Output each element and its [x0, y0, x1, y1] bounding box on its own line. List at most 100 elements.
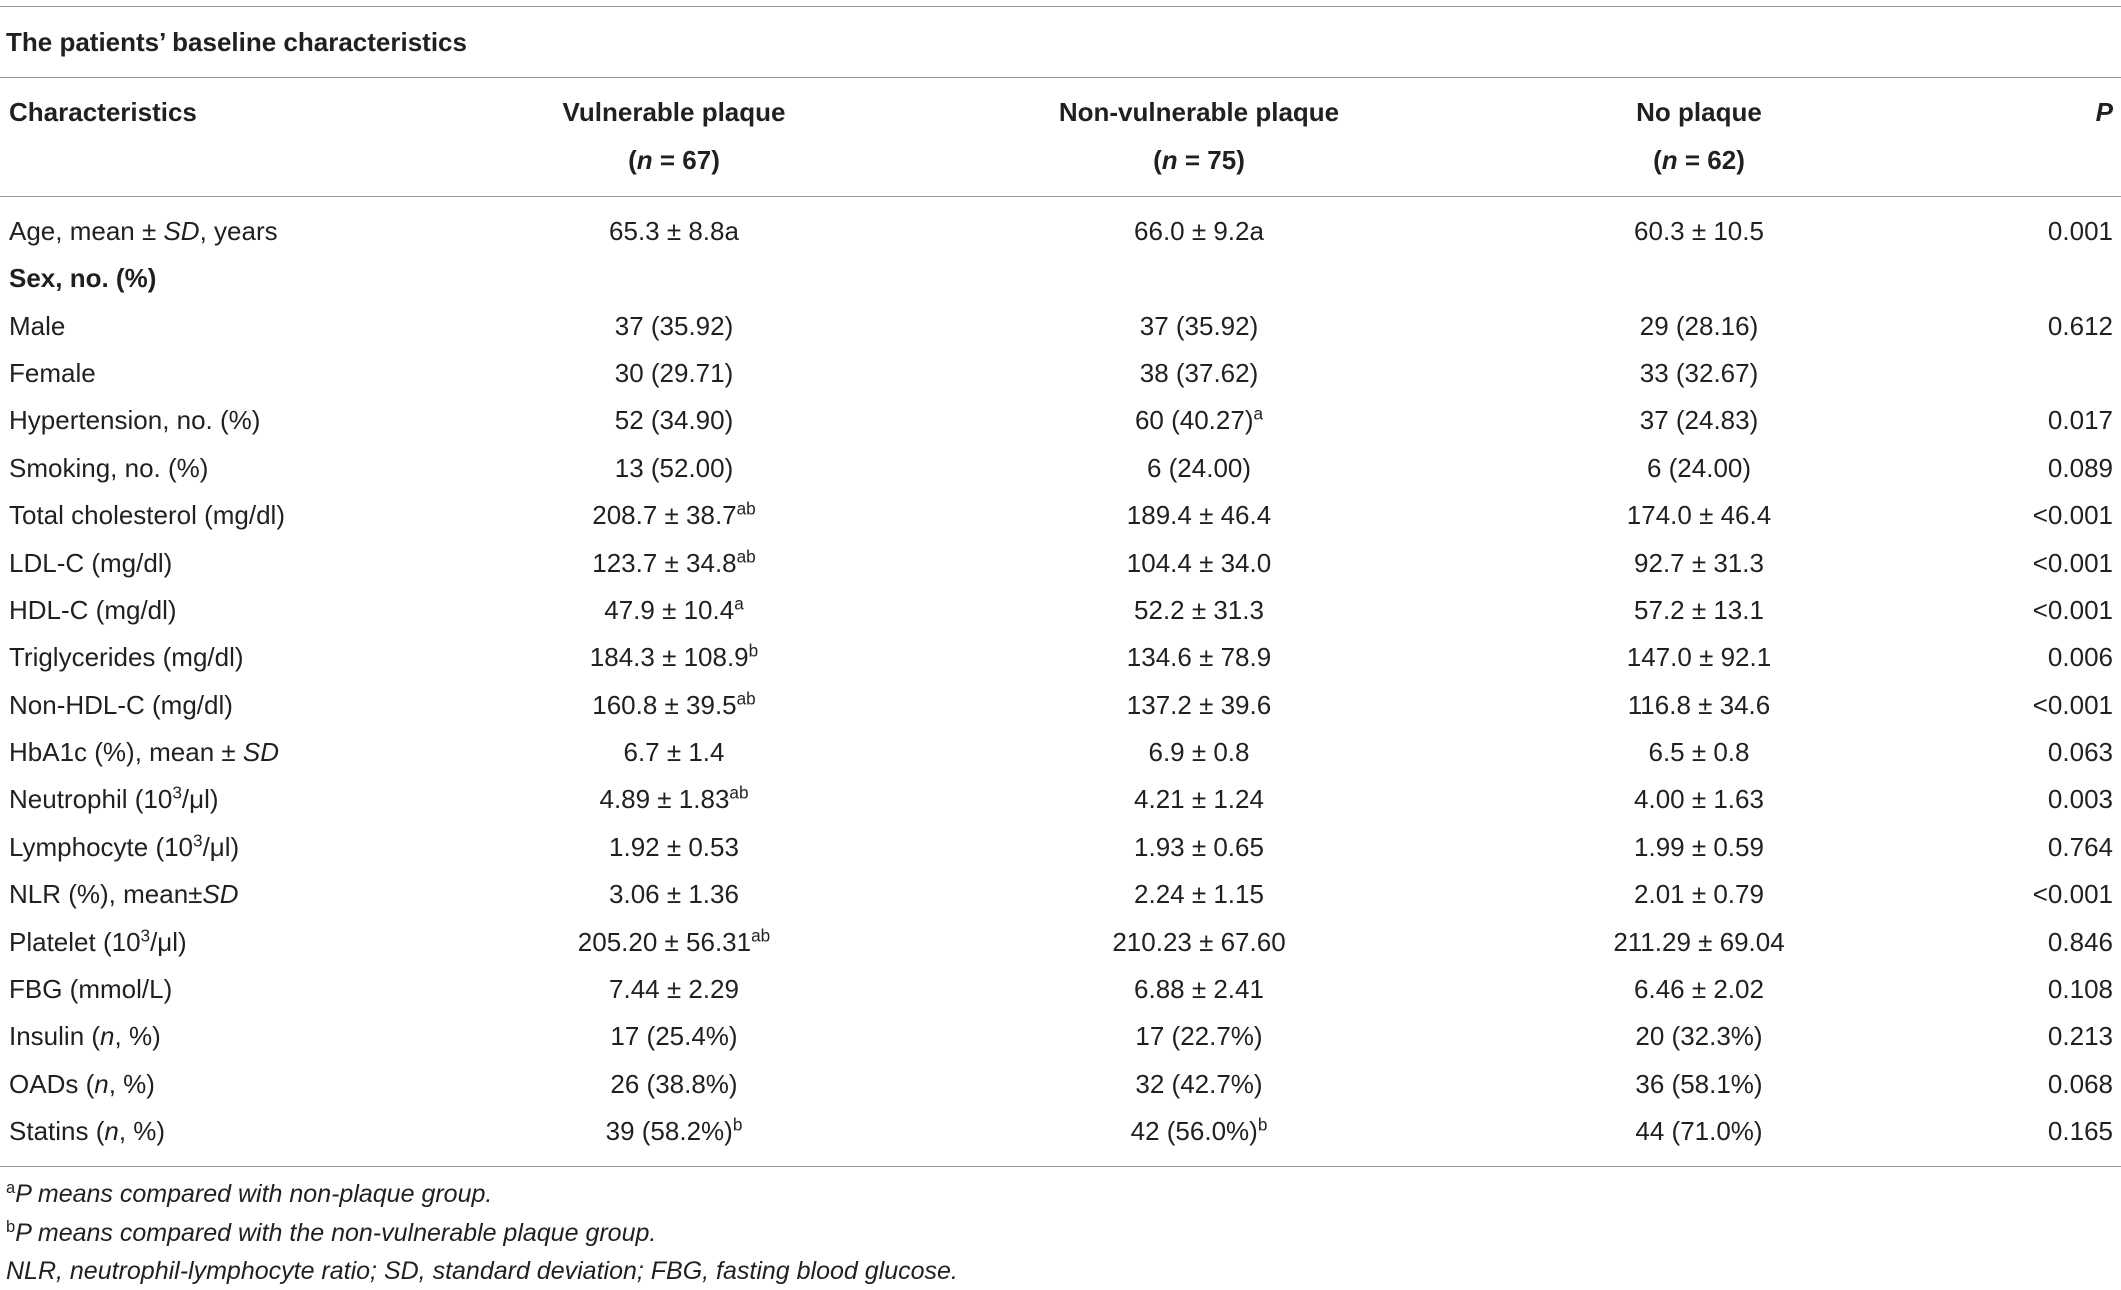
table-cell: <0.001	[2032, 547, 2113, 578]
table-cell: 66.0 ± 9.2a	[1134, 216, 1264, 246]
text-run: P	[2095, 97, 2113, 127]
table-cell: 208.7 ± 38.7ab	[424, 495, 924, 535]
text-run: SD	[202, 879, 239, 910]
row-label: Lymphocyte (103/μl)	[9, 827, 389, 867]
text-run: 3	[140, 925, 151, 946]
title-rule	[0, 77, 2121, 78]
table-cell: 42 (56.0%)b	[949, 1111, 1449, 1151]
text-run: a	[734, 593, 744, 614]
footnote: NLR, neutrophil-lymphocyte ratio; SD, st…	[6, 1253, 958, 1289]
table-cell: 0.108	[2047, 973, 2113, 1004]
text-run: ab	[736, 546, 756, 567]
table-cell: 37 (35.92)	[1139, 310, 1259, 341]
table-cell: 2.01 ± 0.79	[1634, 879, 1764, 910]
table-cell: <0.001	[2032, 689, 2113, 720]
table-cell: 0.165	[2047, 1116, 2113, 1147]
row-label: Non-HDL-C (mg/dl)	[9, 689, 233, 720]
text-run: n	[1661, 145, 1678, 175]
text-run: 47.9 ± 10.4	[604, 594, 735, 625]
top-rule	[0, 6, 2121, 7]
table-cell: 92.7 ± 31.3	[1634, 547, 1764, 578]
text-run: b	[732, 1114, 743, 1135]
text-run: Age, mean ±	[9, 216, 164, 246]
table-cell: 184.3 ± 108.9b	[424, 637, 924, 677]
text-run: 205.20 ± 56.31	[577, 926, 752, 957]
text-run: P means compared with non-plaque group.	[15, 1180, 493, 1208]
text-run: 184.3 ± 108.9	[589, 642, 749, 673]
text-run: b	[1257, 1114, 1268, 1135]
text-run: = 75)	[1177, 145, 1245, 175]
text-run: = 62)	[1677, 145, 1745, 175]
header-cell: Vulnerable plaque	[562, 97, 786, 127]
table-cell: 6.88 ± 2.41	[1134, 973, 1264, 1004]
table-cell: 13 (52.00)	[614, 452, 734, 483]
table-cell: 210.23 ± 67.60	[1112, 926, 1286, 957]
text-run: 3	[193, 830, 203, 851]
table-cell: 6.9 ± 0.8	[1148, 737, 1250, 768]
text-run: 39 (58.2%)	[605, 1116, 733, 1147]
text-run: /μl)	[150, 926, 187, 957]
header-cell: (n = 62)	[1449, 140, 1949, 180]
table-cell: 0.213	[2047, 1021, 2113, 1052]
table-cell: 0.089	[2047, 452, 2113, 483]
table-cell: 0.764	[2047, 831, 2113, 862]
text-run: /μl)	[181, 784, 219, 815]
table-cell: 123.7 ± 34.8ab	[424, 543, 924, 583]
text-run: = 67)	[652, 145, 720, 175]
text-run: 208.7 ± 38.7	[592, 500, 737, 531]
table-cell: 38 (37.62)	[1139, 358, 1259, 389]
row-label: LDL-C (mg/dl)	[9, 547, 173, 578]
table-cell: 44 (71.0%)	[1635, 1116, 1763, 1147]
text-run: n	[94, 1068, 109, 1099]
row-label: FBG (mmol/L)	[9, 973, 173, 1004]
text-run: 60 (40.27)	[1134, 405, 1254, 436]
row-label: HDL-C (mg/dl)	[9, 594, 177, 625]
table-cell: <0.001	[2032, 594, 2113, 625]
text-run: SD	[242, 737, 280, 768]
text-run: n	[100, 1021, 115, 1052]
table-cell: 160.8 ± 39.5ab	[424, 685, 924, 725]
table-cell: 147.0 ± 92.1	[1626, 642, 1772, 673]
header-cell: (n = 75)	[949, 140, 1449, 180]
text-run: ab	[751, 925, 771, 946]
text-run: Statins (	[9, 1116, 105, 1147]
section-label: Sex, no. (%)	[9, 263, 157, 294]
table-cell: 32 (42.7%)	[1135, 1068, 1263, 1099]
table-cell: 6 (24.00)	[1146, 452, 1252, 483]
table-cell: 2.24 ± 1.15	[1134, 879, 1264, 910]
row-label: Age, mean ± SD, years	[9, 211, 389, 251]
header-cell: No plaque	[1636, 97, 1762, 127]
text-run: a	[1253, 404, 1264, 425]
table-cell: 30 (29.71)	[614, 358, 734, 389]
text-run: n	[1161, 145, 1178, 175]
text-run: Insulin (	[9, 1021, 101, 1052]
table-cell: 0.612	[2047, 310, 2113, 341]
text-run: Neutrophil (10	[9, 784, 173, 815]
table-cell: 0.006	[2047, 642, 2113, 673]
footnote: aP means compared with non-plaque group.	[6, 1176, 492, 1212]
bottom-rule	[0, 1166, 2121, 1167]
table-cell: 52.2 ± 31.3	[1134, 594, 1264, 625]
table-cell: 1.93 ± 0.65	[1134, 831, 1264, 862]
table-cell: 6.46 ± 2.02	[1634, 973, 1764, 1004]
table-cell: 17 (22.7%)	[1135, 1021, 1263, 1052]
row-label: Neutrophil (103/μl)	[9, 779, 389, 819]
row-label: Smoking, no. (%)	[9, 452, 209, 483]
text-run: OADs (	[9, 1068, 95, 1099]
table-cell: 6.5 ± 0.8	[1648, 737, 1750, 768]
text-run: ab	[736, 688, 756, 709]
table-title: The patients’ baseline characteristics	[6, 27, 467, 57]
text-run: 3	[172, 783, 182, 803]
table-cell: <0.001	[2032, 879, 2113, 910]
header-cell: (n = 67)	[424, 140, 924, 180]
table-cell: 205.20 ± 56.31ab	[424, 922, 924, 962]
table-cell: 0.017	[2047, 405, 2113, 436]
table-cell: 39 (58.2%)b	[424, 1111, 924, 1151]
text-run: 123.7 ± 34.8	[592, 547, 737, 578]
table-cell: 104.4 ± 34.0	[1126, 547, 1272, 578]
table-cell: 116.8 ± 34.6	[1627, 689, 1771, 720]
text-run: (	[1653, 145, 1662, 175]
text-run: Platelet (10	[9, 926, 141, 957]
table-cell: 37 (24.83)	[1639, 405, 1759, 436]
